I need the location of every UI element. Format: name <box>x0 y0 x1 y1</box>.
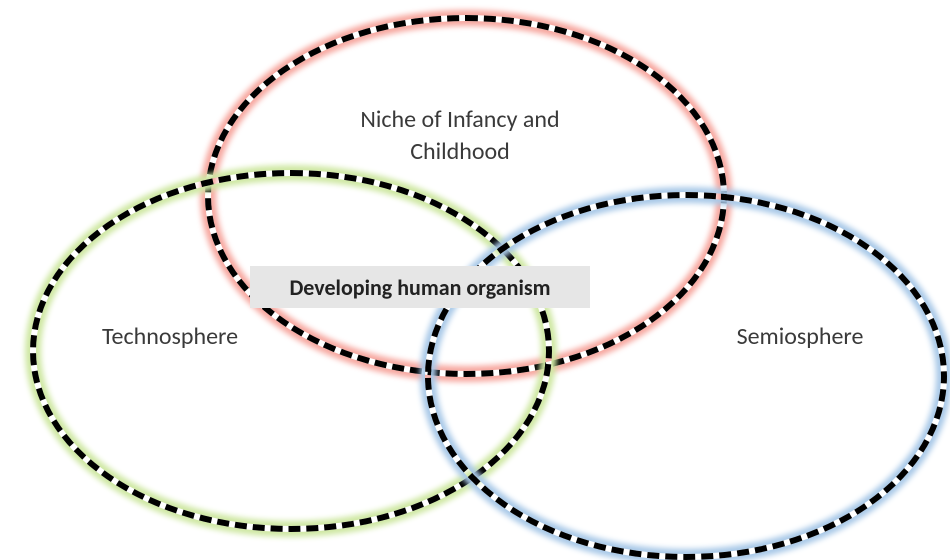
label-niche-infancy-childhood: Niche of Infancy and Childhood <box>260 104 660 169</box>
label-line: Niche of Infancy and <box>360 105 559 134</box>
label-line: Childhood <box>410 137 510 166</box>
label-developing-human-organism: Developing human organism <box>250 266 590 308</box>
label-semiosphere: Semiosphere <box>600 321 950 353</box>
venn-diagram: Niche of Infancy and Childhood Technosphe… <box>0 0 950 546</box>
ellipse-semiosphere <box>425 192 947 560</box>
label-technosphere: Technosphere <box>0 321 370 353</box>
